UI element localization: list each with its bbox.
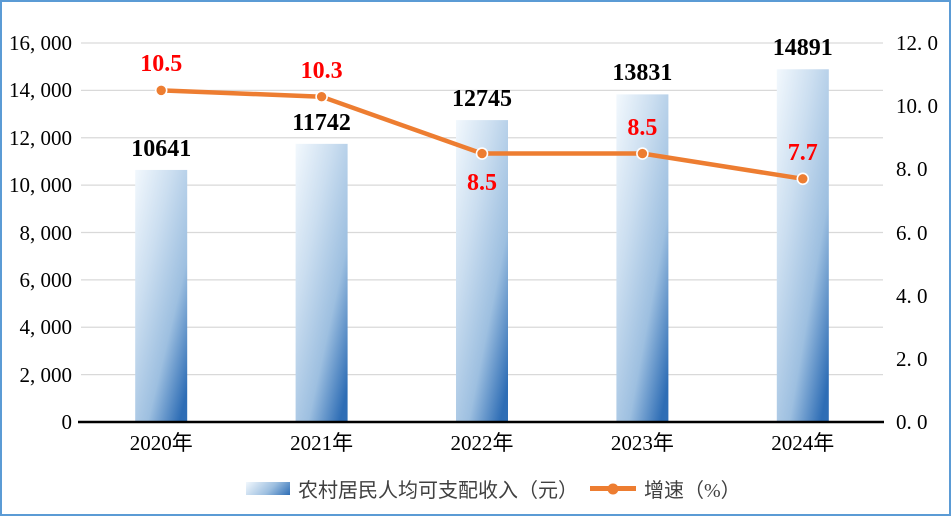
line-value-label: 7.7 — [787, 139, 818, 166]
left-axis-tick: 10, 000 — [9, 173, 72, 198]
bar-2024年 — [776, 69, 829, 422]
right-axis-tick: 12. 0 — [896, 31, 938, 55]
legend-label-income: 农村居民人均可支配收入（元） — [298, 480, 578, 502]
x-axis-label: 2020年 — [129, 431, 193, 455]
legend-item-income: 农村居民人均可支配收入（元） — [246, 474, 578, 503]
line-series-swatch-icon — [590, 483, 636, 494]
line-marker-2021年 — [315, 90, 328, 103]
legend-item-growth: 增速（%） — [590, 474, 741, 503]
left-axis-tick: 4, 000 — [19, 315, 73, 340]
x-axis-label: 2021年 — [290, 431, 354, 455]
bar-value-label: 11742 — [292, 109, 351, 136]
bar-value-label: 12745 — [452, 86, 512, 113]
right-axis-tick: 4. 0 — [896, 283, 928, 308]
bar-value-label: 10641 — [131, 135, 192, 162]
left-axis-tick: 2, 000 — [19, 362, 73, 387]
bar-2021年 — [295, 143, 348, 422]
line-value-label: 8.5 — [627, 114, 658, 141]
right-axis-tick: 6. 0 — [896, 220, 928, 245]
right-axis-tick: 8. 0 — [896, 157, 928, 182]
bar-series-swatch-icon — [246, 482, 290, 495]
bar-value-label: 14891 — [772, 35, 833, 62]
right-axis-tick: 10. 0 — [896, 94, 938, 119]
x-axis-label: 2024年 — [771, 431, 835, 455]
legend: 农村居民人均可支配收入（元） 增速（%） — [246, 474, 741, 503]
left-axis-tick: 6, 000 — [19, 267, 73, 292]
line-marker-2022年 — [475, 147, 489, 160]
line-marker-2023年 — [636, 147, 649, 160]
bar-2022年 — [456, 120, 508, 422]
left-axis-tick: 12, 000 — [9, 125, 72, 150]
left-axis-tick: 0 — [61, 410, 73, 434]
left-axis-tick: 16, 000 — [9, 31, 72, 55]
line-marker-2024年 — [796, 172, 810, 186]
right-axis-tick: 0. 0 — [896, 410, 928, 434]
legend-label-growth: 增速（%） — [644, 480, 741, 502]
line-value-label: 10.3 — [300, 57, 343, 84]
line-marker-icon — [607, 483, 619, 494]
bar-value-label: 13831 — [612, 60, 673, 87]
line-value-label: 10.5 — [140, 51, 183, 78]
bar-2020年 — [135, 169, 188, 422]
line-value-label: 8.5 — [467, 169, 497, 196]
left-axis-tick: 14, 000 — [9, 78, 72, 103]
right-axis-tick: 2. 0 — [896, 346, 928, 371]
line-marker-2020年 — [154, 84, 168, 97]
x-axis-label: 2022年 — [450, 431, 514, 455]
left-axis-tick: 8, 000 — [19, 220, 73, 245]
x-axis-label: 2023年 — [610, 431, 674, 455]
